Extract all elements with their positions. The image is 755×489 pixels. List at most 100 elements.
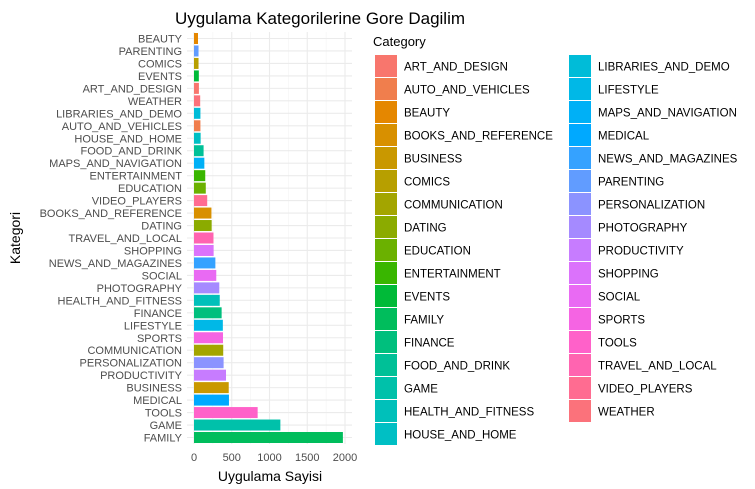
y-tick-label: TRAVEL_AND_LOCAL [68, 233, 182, 245]
legend-key [569, 170, 591, 192]
legend-key [569, 308, 591, 330]
y-tick-label: SOCIAL [142, 270, 182, 282]
y-tick-label: BOOKS_AND_REFERENCE [40, 208, 182, 220]
y-tick-label: EDUCATION [118, 183, 182, 195]
y-tick-label: HOUSE_AND_HOME [74, 133, 182, 145]
y-tick-label: COMMUNICATION [87, 345, 182, 357]
x-axis-title: Uygulama Sayisi [218, 468, 322, 484]
bar-education [194, 182, 206, 194]
legend-label: EVENTS [404, 292, 450, 304]
y-tick-label: EVENTS [138, 71, 182, 83]
legend-key [375, 308, 397, 330]
bar-maps-and-navigation [194, 157, 205, 169]
bar-game [194, 419, 281, 431]
legend-key [569, 262, 591, 284]
y-tick-label: HEALTH_AND_FITNESS [58, 295, 183, 307]
legend-label: VIDEO_PLAYERS [598, 384, 693, 396]
bar-house-and-home [194, 132, 201, 144]
legend-key [375, 193, 397, 215]
legend-title: Category [373, 34, 426, 49]
bar-business [194, 382, 229, 394]
y-tick-label: NEWS_AND_MAGAZINES [49, 258, 182, 270]
legend-key [569, 78, 591, 100]
legend-label: DATING [404, 223, 447, 235]
legend-label: LIFESTYLE [598, 85, 659, 97]
legend-key [569, 124, 591, 146]
legend-key [569, 377, 591, 399]
legend-label: LIBRARIES_AND_DEMO [598, 62, 730, 74]
legend-label: BEAUTY [404, 108, 450, 120]
legend-key [569, 55, 591, 77]
bar-entertainment [194, 170, 206, 182]
legend-label: COMICS [404, 177, 450, 189]
legend-label: BOOKS_AND_REFERENCE [404, 131, 553, 143]
legend-key [375, 400, 397, 422]
legend-key [569, 147, 591, 169]
legend-key [569, 216, 591, 238]
legend-label: ART_AND_DESIGN [404, 62, 508, 74]
y-tick-label: AUTO_AND_VEHICLES [62, 121, 182, 133]
bar-productivity [194, 369, 227, 381]
legend-label: PARENTING [598, 177, 664, 189]
x-tick-label: 2000 [333, 452, 357, 464]
bar-travel-and-local [194, 232, 214, 244]
bar-sports [194, 332, 223, 344]
legend-label: TRAVEL_AND_LOCAL [598, 361, 717, 373]
legend-key [569, 101, 591, 123]
y-tick-label: FOOD_AND_DRINK [81, 146, 183, 158]
y-tick-label: PARENTING [119, 46, 182, 58]
bar-beauty [194, 33, 198, 44]
legend-label: PRODUCTIVITY [598, 246, 684, 258]
legend-key [569, 193, 591, 215]
bar-communication [194, 344, 224, 356]
y-tick-label: SHOPPING [124, 245, 182, 257]
y-tick-label: WEATHER [128, 96, 182, 108]
legend-key [375, 262, 397, 284]
legend-key [375, 354, 397, 376]
bar-dating [194, 220, 212, 232]
chart-title: Uygulama Kategorilerine Gore Dagilim [175, 9, 465, 28]
y-tick-label: MAPS_AND_NAVIGATION [49, 158, 182, 170]
bar-comics [194, 57, 199, 69]
y-axis-title: Kategori [7, 212, 23, 264]
bar-libraries-and-demo [194, 107, 201, 119]
legend-label: FINANCE [404, 338, 455, 350]
bar-events [194, 70, 199, 82]
legend-key [375, 170, 397, 192]
y-tick-label: BEAUTY [138, 34, 183, 46]
legend-key [375, 377, 397, 399]
legend-label: HOUSE_AND_HOME [404, 430, 517, 442]
bar-parenting [194, 45, 199, 57]
bar-finance [194, 307, 222, 319]
y-tick-label: PERSONALIZATION [80, 358, 183, 370]
y-tick-label: LIBRARIES_AND_DEMO [56, 108, 182, 120]
y-tick-label: FAMILY [144, 433, 183, 445]
legend: Category ART_AND_DESIGN AUTO_AND_VEHICLES… [373, 34, 738, 445]
legend-key [375, 78, 397, 100]
bar-health-and-fitness [194, 294, 220, 306]
x-tick-label: 1500 [295, 452, 319, 464]
legend-label: NEWS_AND_MAGAZINES [598, 154, 738, 166]
bar-news-and-magazines [194, 257, 216, 269]
y-tick-label: ENTERTAINMENT [90, 171, 183, 183]
bar-video-players [194, 195, 208, 207]
bar-weather [194, 95, 201, 107]
bar-lifestyle [194, 319, 223, 331]
legend-label: MEDICAL [598, 131, 650, 143]
y-tick-label: LIFESTYLE [124, 320, 182, 332]
y-tick-label: COMICS [138, 58, 182, 70]
legend-key [375, 147, 397, 169]
legend-key [375, 331, 397, 353]
bar-books-and-reference [194, 207, 212, 219]
legend-label: ENTERTAINMENT [404, 269, 501, 281]
bar-social [194, 269, 217, 281]
legend-label: PERSONALIZATION [598, 200, 705, 212]
x-tick-label: 500 [223, 452, 241, 464]
x-tick-label: 1000 [257, 452, 281, 464]
bar-medical [194, 394, 229, 406]
legend-label: FOOD_AND_DRINK [404, 361, 510, 373]
legend-label: EDUCATION [404, 246, 471, 258]
bar-shopping [194, 244, 214, 256]
legend-label: WEATHER [598, 407, 655, 419]
x-tick-label: 0 [191, 452, 197, 464]
